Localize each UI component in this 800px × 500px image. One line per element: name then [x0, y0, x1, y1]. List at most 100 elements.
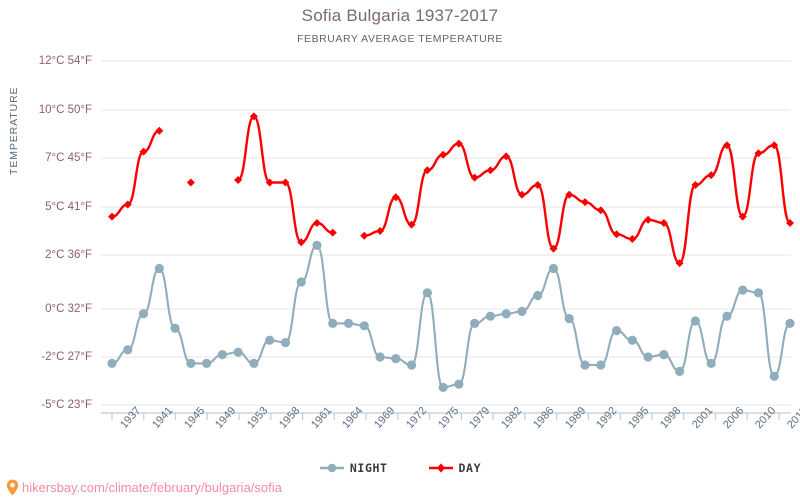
data-point[interactable]	[391, 354, 401, 364]
data-point[interactable]	[722, 141, 731, 150]
data-point[interactable]	[517, 190, 526, 199]
data-point[interactable]	[438, 382, 448, 392]
data-point[interactable]	[486, 166, 495, 175]
y-axis-tick-label: 7°C 45°F	[45, 152, 92, 164]
data-point[interactable]	[470, 318, 480, 328]
y-axis-tick-label: 0°C 32°F	[45, 303, 92, 315]
data-point[interactable]	[422, 288, 432, 298]
data-point[interactable]	[501, 309, 511, 319]
y-axis-tick-label: 12°C 54°F	[38, 55, 92, 67]
data-point[interactable]	[753, 288, 764, 298]
data-point[interactable]	[186, 358, 196, 368]
data-point[interactable]	[186, 178, 195, 187]
footer-source-link[interactable]: hikersbay.com/climate/february/bulgaria/…	[6, 479, 282, 496]
data-point[interactable]	[312, 240, 322, 250]
data-point[interactable]	[690, 316, 700, 326]
data-point[interactable]	[423, 166, 432, 175]
data-point[interactable]	[343, 318, 354, 328]
data-point[interactable]	[265, 335, 275, 345]
data-point[interactable]	[123, 200, 132, 209]
data-point[interactable]	[407, 220, 416, 229]
data-point[interactable]	[454, 139, 463, 148]
data-point[interactable]	[249, 358, 259, 368]
data-point[interactable]	[659, 219, 668, 227]
series-day	[108, 112, 794, 268]
data-point[interactable]	[611, 326, 622, 336]
data-point[interactable]	[627, 335, 637, 345]
data-point[interactable]	[533, 290, 543, 301]
legend-item-night[interactable]: NIGHT	[319, 461, 388, 475]
data-point[interactable]	[548, 263, 559, 274]
data-point[interactable]	[691, 180, 700, 189]
data-point[interactable]	[580, 360, 590, 370]
data-point[interactable]	[108, 212, 116, 221]
data-point[interactable]	[281, 178, 290, 187]
series-line	[110, 244, 792, 389]
data-point[interactable]	[565, 190, 574, 199]
data-point[interactable]	[628, 235, 637, 243]
data-point[interactable]	[769, 371, 779, 381]
data-point[interactable]	[754, 149, 763, 158]
day-marker-icon	[428, 463, 453, 473]
page-title: Sofia Bulgaria 1937-2017	[301, 6, 499, 25]
data-point[interactable]	[706, 358, 716, 368]
data-point[interactable]	[138, 309, 149, 319]
data-point[interactable]	[328, 228, 337, 237]
data-point[interactable]	[533, 180, 542, 189]
data-point[interactable]	[675, 259, 684, 268]
data-point[interactable]	[564, 314, 574, 324]
data-point[interactable]	[549, 244, 558, 253]
data-point[interactable]	[675, 366, 685, 376]
data-point[interactable]	[643, 352, 653, 362]
data-point[interactable]	[738, 285, 748, 295]
data-point[interactable]	[123, 345, 133, 355]
data-point[interactable]	[170, 323, 180, 333]
data-point[interactable]	[596, 206, 605, 215]
data-point[interactable]	[296, 277, 306, 287]
data-point[interactable]	[297, 238, 306, 247]
data-point[interactable]	[722, 311, 732, 321]
data-point[interactable]	[644, 215, 653, 224]
data-point[interactable]	[406, 360, 417, 370]
data-point[interactable]	[738, 212, 747, 221]
data-point[interactable]	[439, 150, 448, 159]
data-point[interactable]	[786, 219, 794, 227]
data-point[interactable]	[612, 230, 621, 239]
data-point[interactable]	[581, 198, 590, 207]
legend-item-day[interactable]: DAY	[428, 461, 482, 475]
data-point[interactable]	[107, 358, 117, 368]
data-point[interactable]	[785, 318, 795, 328]
data-point[interactable]	[517, 306, 527, 316]
footer-url-text: hikersbay.com/climate/february/bulgaria/…	[22, 480, 282, 495]
data-point[interactable]	[154, 263, 164, 274]
data-point[interactable]	[249, 112, 258, 121]
data-point[interactable]	[596, 360, 606, 370]
data-point[interactable]	[391, 193, 400, 202]
data-point[interactable]	[328, 318, 338, 328]
data-point[interactable]	[470, 173, 479, 182]
data-point[interactable]	[376, 227, 385, 235]
data-point[interactable]	[233, 347, 243, 357]
data-point[interactable]	[454, 379, 464, 389]
data-point[interactable]	[139, 147, 148, 156]
data-point[interactable]	[770, 141, 779, 150]
data-point[interactable]	[234, 176, 243, 185]
data-point[interactable]	[659, 350, 669, 360]
series-line	[363, 142, 792, 265]
data-point[interactable]	[375, 352, 385, 362]
data-point[interactable]	[485, 311, 496, 321]
data-point[interactable]	[312, 219, 321, 227]
data-point[interactable]	[217, 350, 227, 360]
data-point[interactable]	[265, 178, 274, 187]
data-point[interactable]	[359, 321, 369, 331]
data-point[interactable]	[155, 126, 164, 135]
y-axis-tick-label: 10°C 50°F	[38, 104, 92, 116]
data-point[interactable]	[360, 231, 369, 240]
data-point[interactable]	[280, 338, 291, 348]
data-point[interactable]	[502, 152, 511, 161]
data-point[interactable]	[707, 171, 716, 180]
data-point[interactable]	[202, 358, 212, 368]
